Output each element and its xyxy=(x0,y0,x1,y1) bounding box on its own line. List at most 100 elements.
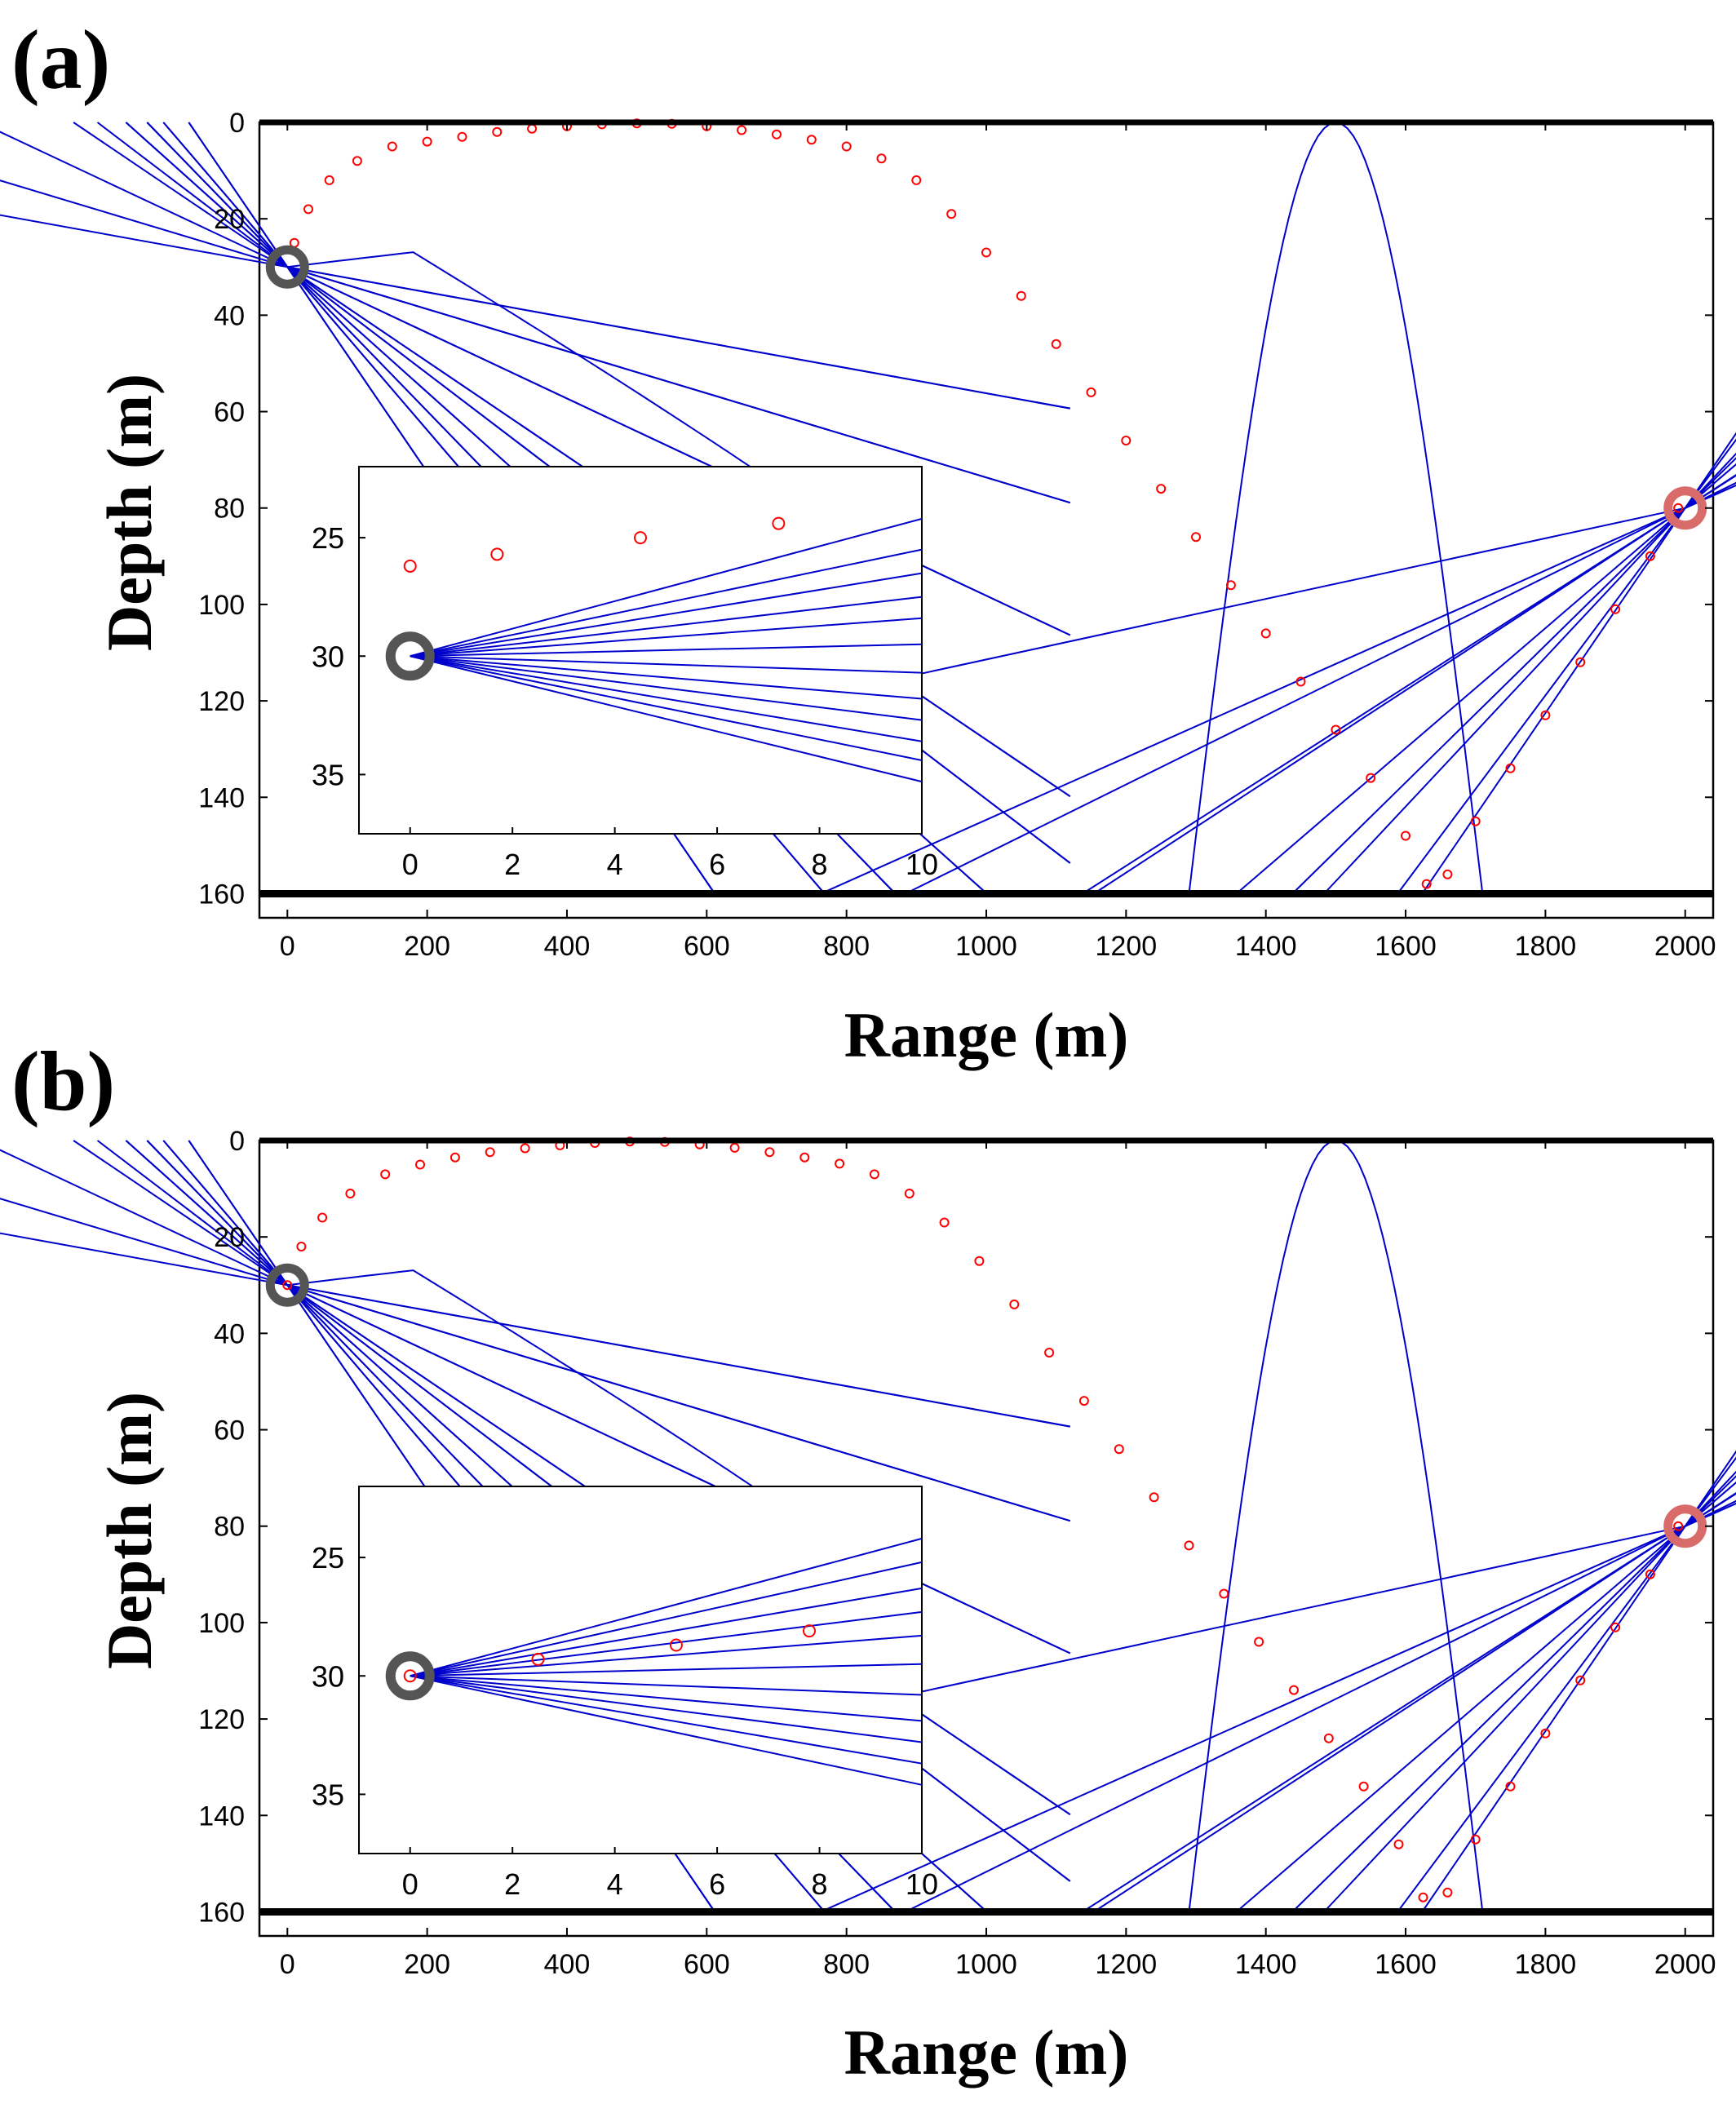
path-marker xyxy=(1331,724,1341,735)
inset-x-tick-label: 6 xyxy=(709,1867,725,1901)
panel-b-tracked-path xyxy=(282,1136,1684,1902)
y-tick-label: 0 xyxy=(229,1126,245,1157)
path-marker xyxy=(1610,1622,1621,1632)
path-marker xyxy=(422,136,432,147)
path-marker xyxy=(869,1169,879,1180)
path-marker xyxy=(1078,1396,1089,1406)
x-tick-label: 1200 xyxy=(1096,931,1158,962)
path-marker xyxy=(1470,1834,1481,1845)
x-tick-label: 400 xyxy=(544,931,591,962)
y-tick-label: 120 xyxy=(198,686,245,717)
source-ray-10 xyxy=(287,1284,1071,1522)
receiver-ray-8 xyxy=(1291,1475,1736,1913)
receiver-ray-6 xyxy=(820,1502,1736,1913)
panel-a-x-axis-title: Range (m) xyxy=(844,999,1129,1070)
x-tick-label: 200 xyxy=(404,931,450,962)
source-ray-9 xyxy=(287,266,1070,410)
inset-source-marker xyxy=(385,631,435,681)
receiver-ray-8 xyxy=(1291,457,1736,895)
y-tick-label: 60 xyxy=(214,397,245,428)
receiver-marker xyxy=(1663,486,1707,530)
inset-ray-5 xyxy=(410,643,923,658)
path-marker xyxy=(1260,628,1271,639)
panel-b-y-axis-title: Depth (m) xyxy=(94,1392,165,1669)
path-marker xyxy=(946,209,957,219)
x-tick-label: 2000 xyxy=(1654,931,1716,962)
inset-ray-1 xyxy=(410,1561,923,1677)
inset-x-tick-label: 2 xyxy=(504,1867,520,1901)
receiver-ray-7 xyxy=(1093,473,1736,895)
inset-x-tick-label: 6 xyxy=(709,848,725,881)
y-tick-label: 40 xyxy=(214,1318,245,1349)
path-marker xyxy=(1051,339,1061,349)
path-marker xyxy=(1470,816,1481,826)
path-marker xyxy=(450,1152,460,1163)
path-marker xyxy=(841,141,852,152)
path-marker xyxy=(303,204,313,215)
path-marker xyxy=(457,131,467,142)
inset-path-marker xyxy=(403,559,417,573)
path-marker xyxy=(1575,657,1586,667)
x-tick-label: 800 xyxy=(823,1949,870,1980)
inset-ray-2 xyxy=(410,1587,923,1677)
inset-x-tick-label: 10 xyxy=(906,848,938,881)
path-marker xyxy=(324,175,334,185)
path-marker xyxy=(345,1189,356,1198)
receiver-ray-9 xyxy=(1397,1456,1736,1913)
path-marker xyxy=(1044,1348,1055,1358)
inset-y-tick-label: 30 xyxy=(312,640,344,673)
panel-b-x-axis: 0 200 400 600 800 1000 1200 1400 1600 1800 2000 xyxy=(280,1141,1716,1980)
panel-a-x-axis: 0 200 400 600 800 1000 1200 1400 1600 1800 2000 xyxy=(280,122,1716,962)
source-marker xyxy=(265,245,309,289)
y-tick-label: 140 xyxy=(198,1801,245,1832)
path-marker xyxy=(835,1158,845,1169)
inset-ray-9 xyxy=(410,655,923,742)
x-tick-label: 0 xyxy=(280,931,295,962)
path-marker xyxy=(1086,387,1096,397)
inset-x-tick-label: 8 xyxy=(812,1867,828,1901)
y-tick-label: 80 xyxy=(214,1512,245,1543)
path-marker xyxy=(1393,1839,1404,1849)
path-marker xyxy=(729,1142,740,1153)
x-tick-label: 400 xyxy=(544,1949,591,1980)
inset-path-marker xyxy=(634,531,647,545)
path-marker xyxy=(1254,1637,1264,1647)
path-marker xyxy=(1295,676,1306,687)
inset-x-tick-label: 10 xyxy=(906,1867,938,1901)
inset-path-marker xyxy=(772,516,786,530)
inset-x-tick-label: 4 xyxy=(607,1867,623,1901)
y-tick-label: 80 xyxy=(214,494,245,525)
path-marker xyxy=(799,1152,810,1163)
receiver-ray-7 xyxy=(1093,1491,1736,1913)
path-marker xyxy=(1184,1540,1194,1551)
inset-x-tick-label: 0 xyxy=(402,848,418,881)
path-marker xyxy=(1289,1685,1299,1695)
path-marker xyxy=(1401,831,1410,841)
path-marker xyxy=(1225,580,1236,591)
panel-b-x-axis-title: Range (m) xyxy=(844,2017,1129,2088)
panel-a-inset: 0 2 4 6 8 10 25 30 35 xyxy=(312,466,938,881)
y-tick-label: 160 xyxy=(198,1897,245,1928)
path-marker xyxy=(981,247,991,258)
inset-x-tick-label: 2 xyxy=(504,848,520,881)
inset-path-marker xyxy=(403,1669,417,1683)
inset-x-tick-label: 8 xyxy=(812,848,828,881)
panel-a-endpoints xyxy=(265,245,1707,530)
path-marker xyxy=(764,1147,775,1158)
x-tick-label: 1400 xyxy=(1235,931,1297,962)
panel-b-label: (b) xyxy=(11,1034,115,1128)
path-marker xyxy=(1016,290,1026,301)
source-ray-11 xyxy=(286,1284,1071,1654)
inset-y-tick-label: 25 xyxy=(312,521,344,555)
path-marker xyxy=(1442,869,1453,879)
path-marker xyxy=(380,1169,391,1180)
inset-ray-0 xyxy=(410,517,923,658)
x-tick-label: 1000 xyxy=(955,1949,1017,1980)
path-marker xyxy=(1610,604,1621,614)
path-marker xyxy=(1645,551,1655,561)
inset-ray-3 xyxy=(410,1610,923,1677)
